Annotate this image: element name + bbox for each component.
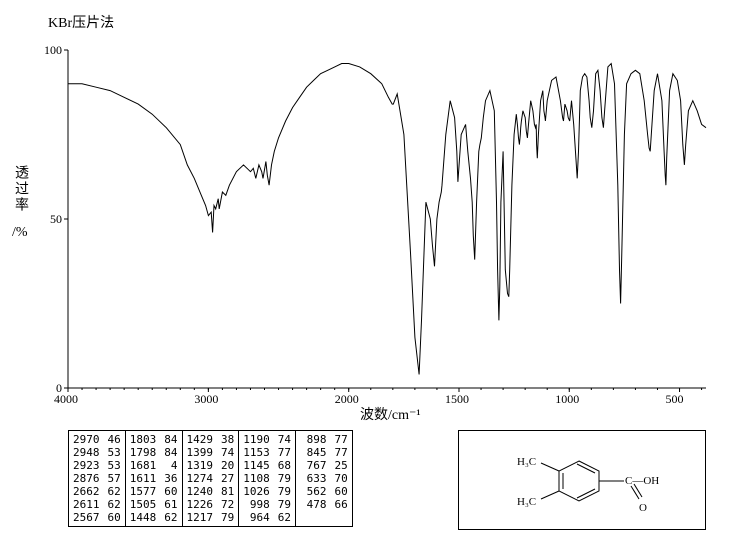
x-tick-label: 3000 [194, 392, 218, 407]
o-label: O [639, 502, 647, 514]
table-row: 157760 [130, 485, 178, 498]
table-row: 142938 [187, 433, 235, 446]
table-column: 1803841798841681 41611361577601505611448… [126, 431, 183, 526]
table-row: 47866 [300, 498, 348, 511]
ch3-bottom-label: H₃C [517, 496, 536, 508]
table-row: 150561 [130, 498, 178, 511]
peak-table: 2970462948532923532876572662622611622567… [68, 430, 353, 527]
table-row: 127427 [187, 472, 235, 485]
y-tick-label: 50 [50, 212, 62, 227]
molecule-structure-box: H₃C H₃C C—OH O [458, 430, 706, 530]
table-row: 287657 [73, 472, 121, 485]
table-row: 110879 [243, 472, 291, 485]
x-tick-label: 4000 [54, 392, 78, 407]
table-row: 256760 [73, 511, 121, 524]
table-row: 292353 [73, 459, 121, 472]
table-row: 261162 [73, 498, 121, 511]
cooh-label: C—OH [625, 475, 659, 487]
table-row: 139974 [187, 446, 235, 459]
table-row: 115377 [243, 446, 291, 459]
x-tick-label: 2000 [335, 392, 359, 407]
table-row: 131920 [187, 459, 235, 472]
table-row: 124081 [187, 485, 235, 498]
table-row: 63370 [300, 472, 348, 485]
table-row: 76725 [300, 459, 348, 472]
y-tick-label: 100 [44, 43, 62, 58]
table-column: 2970462948532923532876572662622611622567… [69, 431, 126, 526]
table-row: 144862 [130, 511, 178, 524]
table-row: 297046 [73, 433, 121, 446]
table-row: 294853 [73, 446, 121, 459]
table-column: 119074115377114568110879102679 99879 964… [239, 431, 296, 526]
table-row: 114568 [243, 459, 291, 472]
ch3-top-label: H₃C [517, 456, 536, 468]
table-column: 1429381399741319201274271240811226721217… [183, 431, 240, 526]
x-tick-label: 1000 [555, 392, 579, 407]
table-row: 56260 [300, 485, 348, 498]
table-row: 89877 [300, 433, 348, 446]
x-tick-label: 500 [666, 392, 684, 407]
table-row: 102679 [243, 485, 291, 498]
table-row: 180384 [130, 433, 178, 446]
table-row: 161136 [130, 472, 178, 485]
molecule-svg: H₃C H₃C C—OH O [459, 431, 707, 531]
table-row: 122672 [187, 498, 235, 511]
x-tick-label: 1500 [445, 392, 469, 407]
table-row: 99879 [243, 498, 291, 511]
table-row: 121779 [187, 511, 235, 524]
table-column: 89877 84577 76725 63370 56260 47866 [296, 431, 352, 526]
spectrum-chart [0, 0, 743, 420]
table-row: 84577 [300, 446, 348, 459]
table-row: 119074 [243, 433, 291, 446]
table-row: 266262 [73, 485, 121, 498]
table-row: 179884 [130, 446, 178, 459]
table-row: 1681 4 [130, 459, 178, 472]
table-row: 96462 [243, 511, 291, 524]
